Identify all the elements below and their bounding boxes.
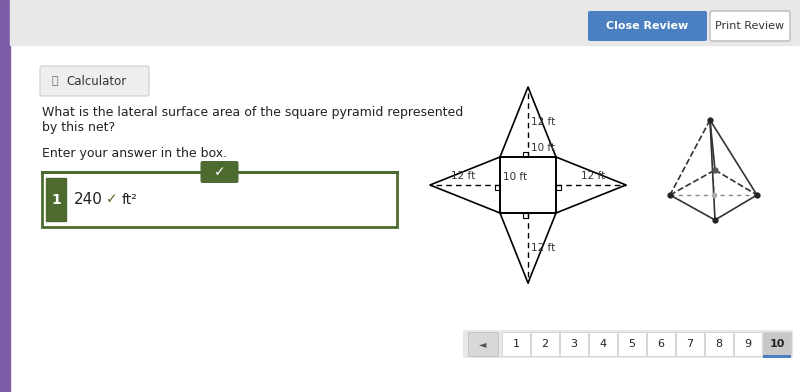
Text: ft²: ft² bbox=[122, 192, 138, 207]
Bar bbox=[46, 178, 66, 221]
Bar bbox=[10, 0, 800, 45]
Text: 12 ft: 12 ft bbox=[581, 171, 605, 181]
Text: 1: 1 bbox=[51, 192, 61, 207]
Bar bbox=[560, 332, 588, 356]
Text: Calculator: Calculator bbox=[66, 74, 126, 87]
Text: 10 ft: 10 ft bbox=[531, 143, 555, 153]
Text: 240: 240 bbox=[74, 192, 103, 207]
Bar bbox=[500, 157, 556, 213]
Bar bbox=[523, 152, 528, 157]
Text: Enter your answer in the box.: Enter your answer in the box. bbox=[42, 147, 227, 160]
Bar bbox=[618, 332, 646, 356]
Bar bbox=[763, 332, 791, 356]
Text: 12 ft: 12 ft bbox=[531, 117, 555, 127]
Bar bbox=[463, 330, 793, 358]
Text: ⌷: ⌷ bbox=[52, 76, 58, 86]
Bar bbox=[468, 332, 498, 356]
Bar bbox=[676, 332, 704, 356]
Bar bbox=[556, 185, 561, 190]
Text: Close Review: Close Review bbox=[606, 21, 689, 31]
Bar bbox=[531, 332, 559, 356]
Text: ✓: ✓ bbox=[214, 165, 226, 179]
Text: ◄: ◄ bbox=[479, 339, 486, 349]
Bar bbox=[495, 185, 500, 190]
Text: ✓: ✓ bbox=[106, 192, 118, 207]
Text: 4: 4 bbox=[599, 339, 606, 349]
Text: 2: 2 bbox=[542, 339, 549, 349]
FancyBboxPatch shape bbox=[710, 11, 790, 41]
Text: 5: 5 bbox=[629, 339, 635, 349]
Text: 12 ft: 12 ft bbox=[451, 171, 475, 181]
Text: What is the lateral surface area of the square pyramid represented: What is the lateral surface area of the … bbox=[42, 106, 463, 119]
Text: 7: 7 bbox=[686, 339, 694, 349]
Text: 1: 1 bbox=[513, 339, 519, 349]
Text: Print Review: Print Review bbox=[715, 21, 785, 31]
Bar bbox=[734, 332, 762, 356]
Text: 8: 8 bbox=[715, 339, 722, 349]
Bar bbox=[763, 355, 791, 358]
FancyBboxPatch shape bbox=[588, 11, 707, 41]
Text: 10 ft: 10 ft bbox=[503, 172, 527, 182]
Text: 10: 10 bbox=[770, 339, 785, 349]
Bar bbox=[502, 332, 530, 356]
Text: 3: 3 bbox=[570, 339, 578, 349]
Text: 12 ft: 12 ft bbox=[531, 243, 555, 253]
FancyBboxPatch shape bbox=[40, 66, 149, 96]
Bar bbox=[0, 0, 10, 392]
Bar bbox=[647, 332, 675, 356]
Text: 9: 9 bbox=[745, 339, 751, 349]
Text: by this net?: by this net? bbox=[42, 121, 115, 134]
Bar bbox=[589, 332, 617, 356]
Bar bbox=[705, 332, 733, 356]
Bar bbox=[523, 213, 528, 218]
FancyBboxPatch shape bbox=[201, 161, 238, 183]
Bar bbox=[42, 172, 397, 227]
Text: 6: 6 bbox=[658, 339, 665, 349]
